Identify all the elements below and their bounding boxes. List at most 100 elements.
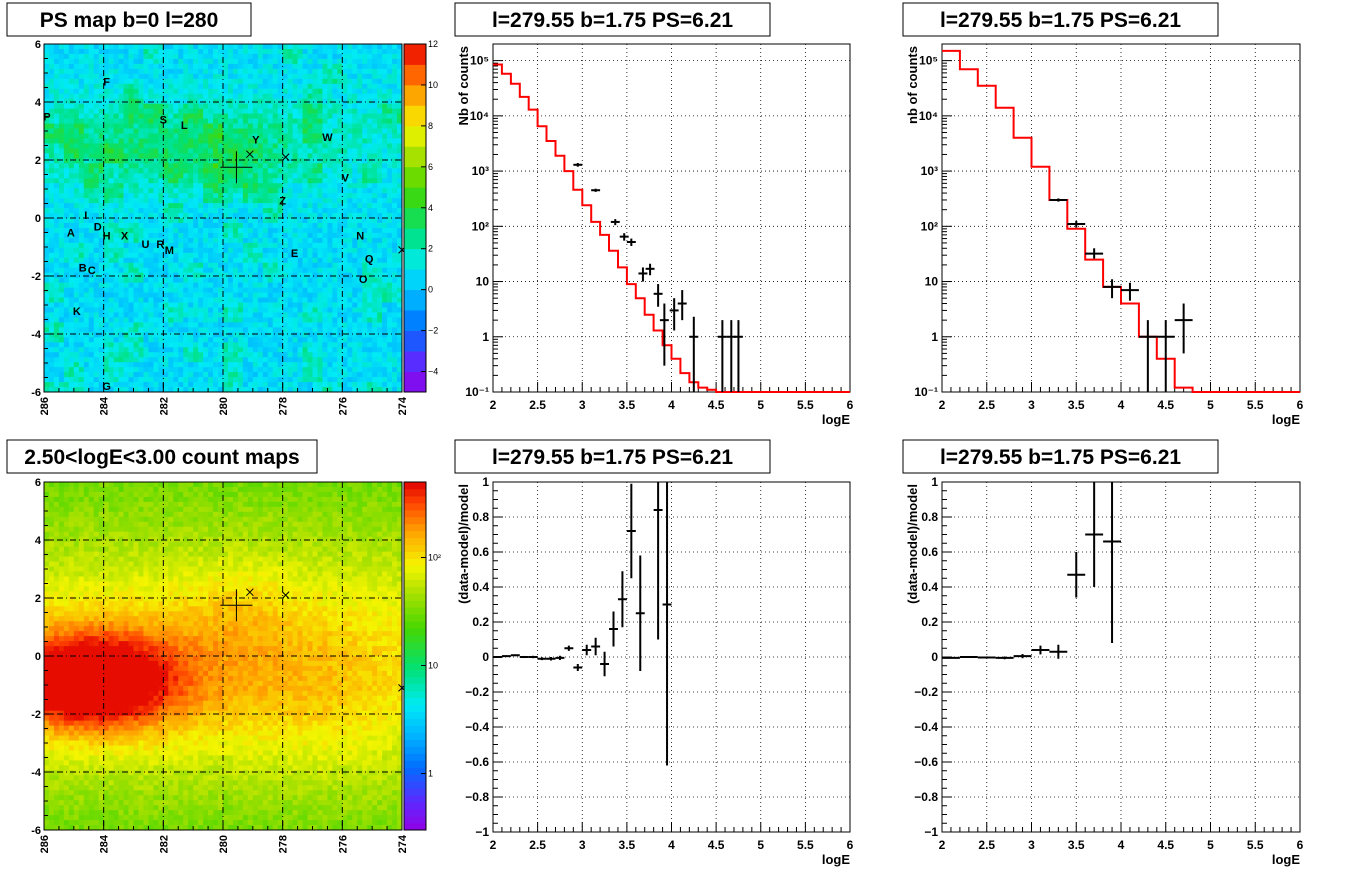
residual-2-data-point xyxy=(1013,654,1032,659)
spectrum-1-x-tick-label: 2.5 xyxy=(529,398,546,412)
ps-map-y-tick-label: 4 xyxy=(35,97,42,109)
ps-map-x-tick-label: 286 xyxy=(39,397,51,415)
ps-map-source-label: O xyxy=(359,274,368,286)
count-map-palette-step xyxy=(404,669,426,678)
ps-map-ticks xyxy=(43,43,403,393)
count-map-palette-step xyxy=(404,558,426,566)
spectrum-2-data-point xyxy=(1138,320,1157,392)
ps-map-cells xyxy=(44,44,403,393)
residual-1-y-tick-label: −0.4 xyxy=(465,720,489,734)
count-map-palette-step xyxy=(404,600,426,608)
residual-1-y-tick-label: −0.6 xyxy=(465,755,489,769)
count-map-palette-step xyxy=(404,767,426,775)
ps-map-grid xyxy=(44,44,402,392)
residual-2-data-point xyxy=(942,656,960,659)
count-map-palette-step xyxy=(404,621,426,629)
spectrum-2-x-tick-label: 6 xyxy=(1297,398,1304,412)
spectrum-2-title-box xyxy=(902,2,1219,37)
ps-map-y-tick-label: 2 xyxy=(35,155,41,167)
ps-map-source-label: Z xyxy=(279,196,286,208)
count-map-palette-step xyxy=(404,495,426,504)
ps-map-palette-step xyxy=(404,105,426,127)
count-map-palette-step xyxy=(404,607,426,615)
spectrum-1-x-tick-label: 2 xyxy=(490,398,497,412)
count-map-ticks xyxy=(43,481,403,831)
spectrum-1-data-point xyxy=(659,303,669,366)
residual-2-data-point xyxy=(977,656,996,659)
ps-map-source-label: P xyxy=(43,112,50,124)
count-map-palette-tick-label: 1 xyxy=(428,769,433,779)
residual-2-y-tick-label: 0.2 xyxy=(921,615,938,629)
residual-2-title-box xyxy=(902,439,1219,474)
count-map-marker-x xyxy=(245,588,254,597)
count-map-palette-tick-label: 10 xyxy=(428,661,438,671)
ps-map-x-tick-label: 282 xyxy=(158,397,170,415)
spectrum-2-x-tick-label: 4.5 xyxy=(1157,398,1174,412)
count-map-palette-step xyxy=(404,488,426,497)
ps-map-palette-step xyxy=(404,330,426,352)
residual-1-y-tick-label: −0.2 xyxy=(465,685,489,699)
ps-map-x-tick-label: 280 xyxy=(218,397,230,415)
residual-1-data-point xyxy=(493,656,502,658)
residual-1-data-point xyxy=(635,555,645,671)
spectrum-1-data-point xyxy=(610,219,620,226)
count-map-palette-step xyxy=(404,753,426,761)
spectrum-1-panel: 2 2.5 3 3.5 4 4.5 5 5.5 6 10⁻¹ 1 10 10² 10³ 10⁴ 10⁵ logE… xyxy=(454,2,854,427)
count-map-palette-step xyxy=(404,509,426,518)
ps-map-source-label: B xyxy=(79,262,87,274)
ps-map-palette-step xyxy=(404,166,426,188)
spectrum-2-x-tick-label: 5 xyxy=(1207,398,1214,412)
residual-1-y-axis-title: (data-model)/model xyxy=(456,484,471,604)
residual-1-x-tick-label: 5.5 xyxy=(797,838,814,852)
spectrum-2-x-tick-label: 2 xyxy=(939,398,946,412)
residual-2-x-tick-label: 5.5 xyxy=(1247,838,1264,852)
count-map-palette-step xyxy=(404,795,426,803)
residual-1-x-axis-title: logE xyxy=(822,852,850,867)
ps-map-x-tick-label: 278 xyxy=(278,397,290,415)
spectrum-2-x-tick-label: 2.5 xyxy=(978,398,995,412)
count-map-palette-step xyxy=(404,746,426,754)
count-map-palette-step xyxy=(404,579,426,587)
ps-map-palette-step xyxy=(404,125,426,147)
ps-map-y-tick-label: -6 xyxy=(31,387,41,399)
spectrum-2-y-tick-label: 10³ xyxy=(921,164,938,178)
ps-map-y-tick-label: -2 xyxy=(31,271,41,283)
spectrum-1-x-axis-title: logE xyxy=(822,412,850,427)
ps-map-palette-step xyxy=(404,44,426,65)
count-map-palette-step xyxy=(404,614,426,622)
ps-map-source-label: Y xyxy=(252,135,260,147)
residual-1-data-point xyxy=(609,611,618,647)
residual-1-data-point xyxy=(519,655,529,659)
spectrum-2-y-axis-title: nb of counts xyxy=(905,46,920,124)
ps-map-source-label: M xyxy=(165,245,174,257)
ps-map-source-label: D xyxy=(94,222,102,234)
count-map-palette-step xyxy=(404,739,426,747)
count-map-palette-step xyxy=(404,593,426,601)
count-map-palette-step xyxy=(404,809,426,817)
ps-map-x-tick-label: 284 xyxy=(99,396,111,415)
count-map-palette-step xyxy=(404,551,426,559)
residual-1-data-point xyxy=(528,655,538,659)
residual-2-data-point xyxy=(1067,552,1086,598)
count-map-x-tick-label: 274 xyxy=(397,834,409,853)
residual-1-data-point xyxy=(653,482,663,640)
spectrum-1-y-tick-label: 1 xyxy=(482,330,489,344)
residual-1-data-point xyxy=(591,637,601,656)
ps-map-palette-tick-label: 8 xyxy=(428,121,433,131)
count-map-palette-step xyxy=(404,676,426,685)
ps-map-x-tick-label: 274 xyxy=(397,396,409,415)
count-map-x-tick-label: 284 xyxy=(99,834,111,853)
count-map-palette-tick-label: 10² xyxy=(428,552,441,562)
spectrum-1-y-tick-label: 10² xyxy=(472,219,489,233)
spectrum-2-y-tick-label: 10² xyxy=(921,219,938,233)
count-map-y-tick-label: 2 xyxy=(35,593,41,605)
residual-1-x-tick-label: 4.5 xyxy=(708,838,725,852)
residual-2-title: l=279.55 b=1.75 PS=6.21 xyxy=(940,446,1181,469)
count-map-palette-step xyxy=(404,823,426,831)
count-map-y-tick-label: -6 xyxy=(31,825,41,837)
ps-map-palette-step xyxy=(404,207,426,229)
ps-map-palette-step xyxy=(404,64,426,86)
residual-1-y-tick-label: 0.8 xyxy=(472,510,489,524)
